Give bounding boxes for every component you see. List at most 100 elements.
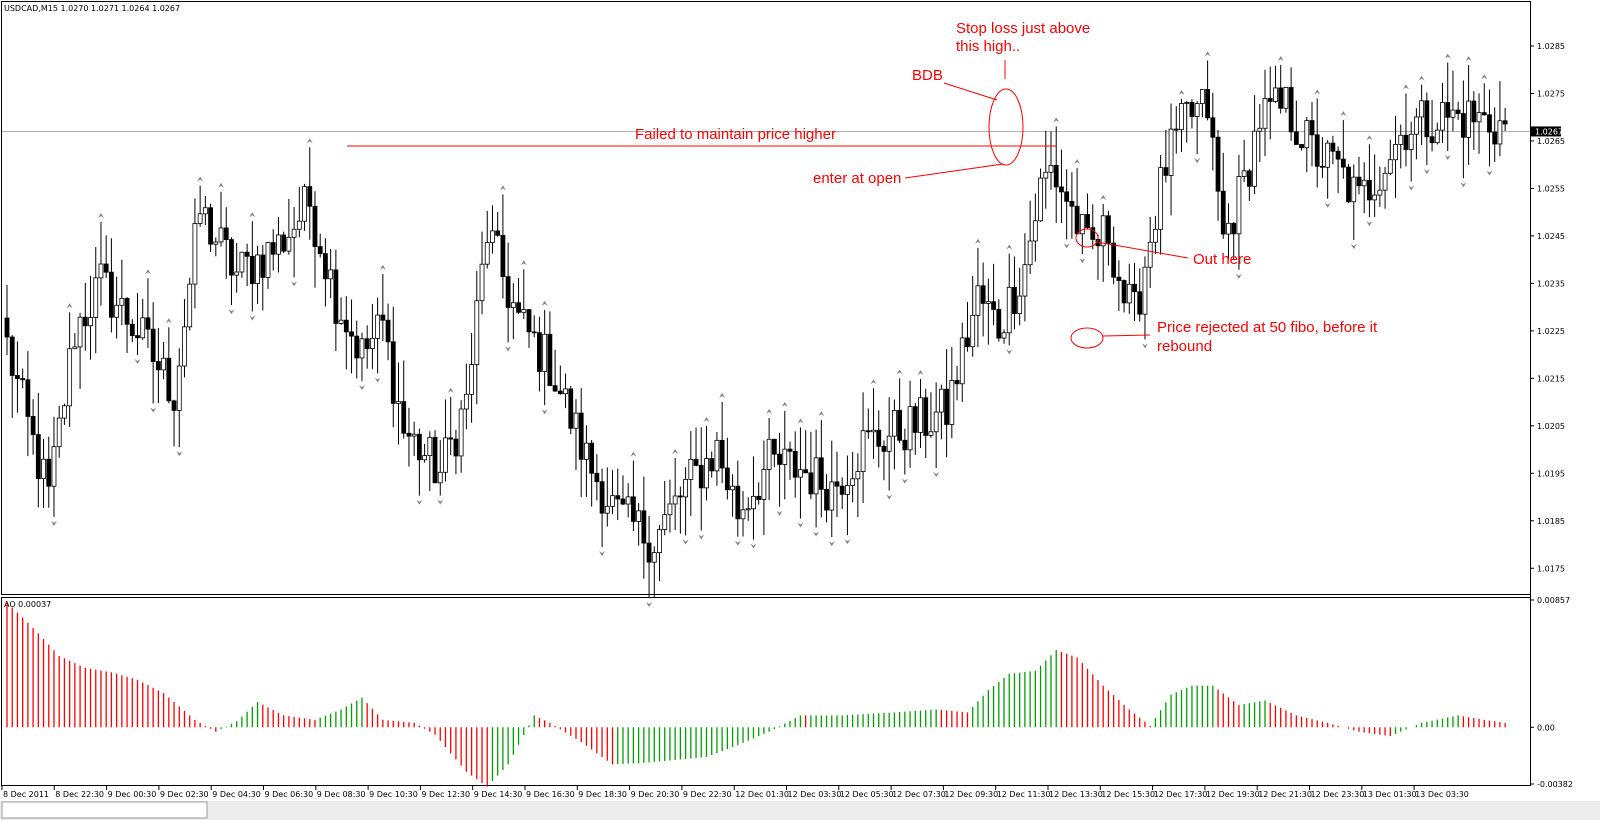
candle (474, 300, 480, 366)
candle (526, 309, 532, 333)
candle (234, 271, 240, 276)
fractal-down-marker (1350, 244, 1357, 250)
candle (187, 283, 193, 328)
candle (704, 458, 709, 489)
fractal-down-marker (828, 541, 835, 547)
candle (302, 186, 307, 222)
candle (834, 481, 840, 487)
time-tick-label: 12 Dec 21:30 (1258, 790, 1312, 799)
candle (1205, 89, 1210, 119)
candle (892, 410, 897, 437)
candle (182, 326, 187, 367)
fractal-down-marker (134, 358, 141, 364)
candle (756, 495, 762, 500)
candle (672, 495, 678, 505)
candle (850, 478, 856, 486)
candle (1043, 171, 1049, 179)
fractal-up-marker (1074, 159, 1081, 165)
candle (761, 469, 767, 500)
candle (244, 251, 250, 257)
candle (1471, 100, 1477, 123)
time-tick-label: 9 Dec 18:30 (578, 790, 627, 799)
candle (918, 397, 923, 433)
candle (9, 336, 15, 376)
candle (829, 481, 835, 511)
candle (1434, 129, 1440, 144)
fractal-up-marker (1006, 244, 1013, 250)
candle (1048, 165, 1054, 173)
candle (4, 317, 10, 338)
candle (500, 234, 506, 278)
fractal-down-marker (1366, 221, 1373, 227)
candle (897, 410, 903, 441)
time-tick-label: 9 Dec 12:30 (421, 790, 470, 799)
candle (1106, 215, 1111, 244)
candle (202, 207, 208, 215)
fractal-down-marker (291, 281, 298, 287)
rejected-label-2: rebound (1157, 338, 1212, 355)
candle (1393, 144, 1398, 161)
fractal-down-marker (249, 315, 256, 321)
candle (443, 437, 448, 473)
candle (521, 309, 527, 313)
candle (568, 388, 574, 429)
candle (714, 439, 720, 472)
candle (1408, 133, 1414, 150)
candle (276, 234, 281, 255)
chart-tab[interactable] (1, 801, 208, 819)
candle (975, 285, 981, 316)
candle (1215, 136, 1221, 192)
candle (1502, 120, 1508, 125)
candle (1059, 186, 1064, 193)
candle (1387, 159, 1393, 174)
time-tick-label: 12 Dec 23:30 (1311, 790, 1365, 799)
fractal-down-marker (776, 510, 783, 516)
candle (657, 529, 662, 554)
candle (380, 314, 386, 321)
fractal-down-marker (844, 539, 851, 545)
fractal-up-marker (1277, 56, 1284, 62)
fractal-down-marker (1141, 343, 1148, 349)
fractal-up-marker (379, 264, 386, 270)
time-tick-label: 12 Dec 01:30 (735, 790, 789, 799)
candle (677, 495, 683, 498)
fractal-down-marker (698, 534, 705, 540)
candle (636, 510, 642, 522)
candle (1481, 112, 1487, 116)
candle (469, 364, 474, 395)
candle (573, 412, 579, 429)
fractal-down-marker (646, 602, 653, 608)
candle (824, 488, 829, 511)
candle (176, 365, 182, 411)
candle (270, 242, 276, 255)
price-tick-label: 1.0245 (1537, 232, 1565, 241)
fractal-down-marker (50, 520, 57, 526)
candle (1346, 166, 1351, 203)
candle (1027, 240, 1033, 266)
time-tick-label: 9 Dec 06:30 (265, 790, 314, 799)
candle (959, 337, 965, 385)
rejected-ellipse (1070, 327, 1104, 349)
candle (390, 341, 396, 404)
candle (249, 255, 255, 284)
fractal-up-marker (97, 212, 104, 218)
candle (197, 213, 203, 224)
price-panel-frame (1, 1, 1531, 595)
fractal-up-marker (520, 260, 527, 266)
time-tick-label: 12 Dec 19:30 (1206, 790, 1260, 799)
candle (281, 234, 287, 252)
candle (845, 485, 850, 495)
fractal-down-marker (1063, 243, 1070, 249)
candle (77, 316, 83, 348)
candle (30, 416, 36, 435)
fractal-down-marker (933, 472, 940, 478)
candle (808, 472, 814, 495)
bdb-pointer (943, 82, 998, 101)
candle (1189, 101, 1195, 117)
current-price-tag: 1.0267 (1531, 126, 1563, 136)
candle (406, 432, 412, 437)
time-tick-label: 9 Dec 02:30 (160, 790, 209, 799)
candle (1314, 134, 1320, 167)
fractal-down-marker (1444, 155, 1451, 161)
